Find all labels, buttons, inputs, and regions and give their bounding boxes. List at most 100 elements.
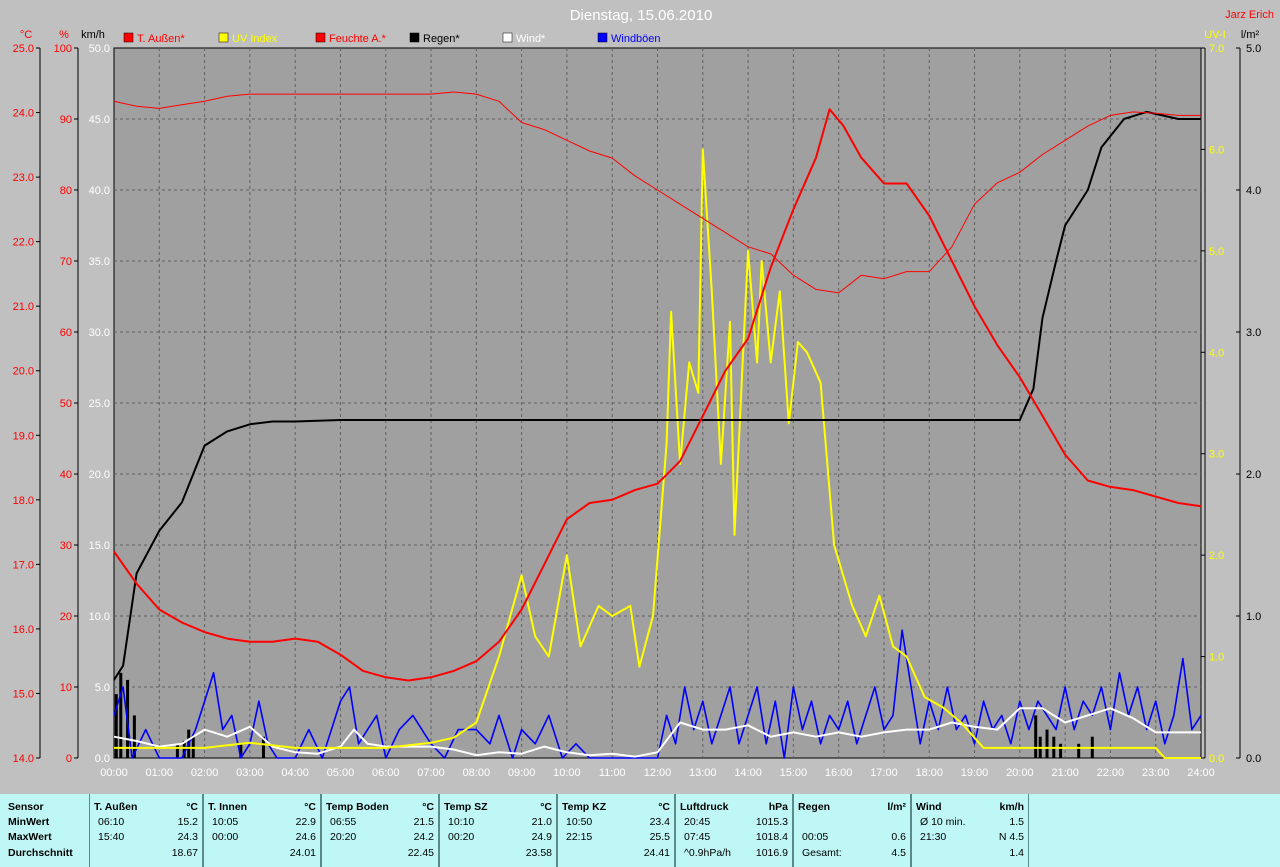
time-tick-label: 24:00 (1187, 767, 1215, 779)
stats-unit: l/m² (887, 801, 906, 813)
uv-axis-tick-label: 4.0 (1209, 347, 1224, 359)
legend-label-temp: T. Außen* (137, 33, 185, 45)
stats-max-time: 07:45 (684, 831, 711, 843)
temp-axis-tick-label: 14.0 (13, 753, 34, 765)
stats-label-sensor: Sensor (8, 801, 44, 813)
series-line-wind (113, 707, 1201, 758)
temp-axis-unit: °C (20, 29, 32, 41)
stats-group: T. Innen °C 10:05 22.9 00:00 24.6 24.01 (203, 794, 321, 867)
legend-label-uv: UV Index (232, 33, 278, 45)
time-tick-label: 01:00 (146, 767, 174, 779)
stats-avg-val: 23.58 (525, 847, 552, 859)
time-tick-label: 03:00 (236, 767, 264, 779)
time-tick-label: 02:00 (191, 767, 219, 779)
legend-swatch-rain (409, 32, 420, 43)
time-tick-label: 21:00 (1051, 767, 1079, 779)
temp-axis-tick-label: 21.0 (13, 301, 34, 313)
stats-max-time: 00:20 (448, 831, 475, 843)
rain-axis-tick-label: 1.0 (1246, 611, 1261, 623)
legend-label-wind: Wind* (516, 33, 546, 45)
stats-max-val: 0.6 (891, 831, 906, 843)
time-tick-label: 12:00 (644, 767, 672, 779)
stats-min-time: 10:50 (566, 816, 593, 828)
humidity-axis-tick-label: 30 (60, 540, 72, 552)
stats-name: T. Außen (94, 801, 138, 813)
rain-bar (1045, 729, 1049, 758)
wind-axis-unit: km/h (81, 29, 105, 41)
stats-label-avg: Durchschnitt (8, 847, 73, 859)
stats-min-time: 06:55 (330, 816, 357, 828)
stats-unit: km/h (999, 801, 1024, 813)
rain-bar (1077, 743, 1081, 758)
rain-bar (1059, 743, 1063, 758)
temp-axis-tick-label: 20.0 (13, 366, 34, 378)
stats-max-time: 00:00 (212, 831, 239, 843)
stats-name: Temp KZ (562, 801, 607, 813)
stats-group: Wind km/h Ø 10 min. 1.5 21:30 N 4.5 1.4 (911, 794, 1029, 867)
wind-axis-tick-label: 25.0 (89, 398, 110, 410)
legend-label-gust: Windböen (611, 33, 661, 45)
wind-axis-tick-label: 45.0 (89, 114, 110, 126)
stats-min-time: Ø 10 min. (920, 816, 966, 828)
wind-axis-tick-label: 50.0 (89, 43, 110, 55)
time-tick-label: 10:00 (553, 767, 581, 779)
temp-axis-tick-label: 24.0 (13, 108, 34, 120)
temp-axis-tick-label: 15.0 (13, 688, 34, 700)
stats-max-time: 21:30 (920, 831, 947, 843)
stats-name: Temp SZ (444, 801, 488, 813)
uv-axis-tick-label: 2.0 (1209, 550, 1224, 562)
stats-name: Temp Boden (326, 801, 389, 813)
humidity-axis-tick-label: 50 (60, 398, 72, 410)
temp-axis-tick-label: 16.0 (13, 624, 34, 636)
stats-avg-val: 1016.9 (755, 847, 788, 859)
rain-bar (239, 743, 243, 758)
humidity-axis-tick-label: 60 (60, 327, 72, 339)
time-tick-label: 17:00 (870, 767, 898, 779)
wind-axis-tick-label: 10.0 (89, 611, 110, 623)
chart-title: Dienstag, 15.06.2010 (570, 7, 713, 24)
humidity-axis-tick-label: 20 (60, 611, 72, 623)
wind-axis-tick-label: 40.0 (89, 185, 110, 197)
wind-axis-tick-label: 5.0 (95, 682, 110, 694)
stats-avg-val: 24.41 (643, 847, 670, 859)
stats-max-val: 24.2 (413, 831, 434, 843)
legend: T. Außen* UV Index Feuchte A.* Regen* Wind* W… (123, 32, 661, 45)
time-tick-label: 23:00 (1142, 767, 1170, 779)
weather-chart: Dienstag, 15.06.2010 Jarz Erich °C % km/… (13, 7, 1274, 779)
stats-avg-val: 24.01 (289, 847, 316, 859)
stats-min-time: 10:10 (448, 816, 475, 828)
wind-axis-tick-label: 0.0 (95, 753, 110, 765)
time-tick-label: 18:00 (915, 767, 943, 779)
time-tick-label: 11:00 (599, 767, 626, 779)
stats-avg-time: Gesamt: (802, 847, 842, 859)
legend-label-rain: Regen* (423, 33, 460, 45)
wind-axis-tick-label: 35.0 (89, 256, 110, 268)
wind-axis-tick-label: 15.0 (89, 540, 110, 552)
time-tick-label: 22:00 (1097, 767, 1125, 779)
stats-label-min: MinWert (8, 816, 50, 828)
uv-axis-tick-label: 7.0 (1209, 43, 1224, 55)
stats-min-time: 06:10 (98, 816, 125, 828)
stats-max-time: 15:40 (98, 831, 125, 843)
stats-min-val: 15.2 (177, 816, 198, 828)
stats-avg-val: 22.45 (407, 847, 434, 859)
stats-group: Regen l/m² 00:05 0.6 Gesamt: 4.5 (793, 794, 911, 867)
stats-group: Temp KZ °C 10:50 23.4 22:15 25.5 24.41 (557, 794, 675, 867)
rain-bar (132, 715, 136, 758)
stats-max-time: 00:05 (802, 831, 829, 843)
stats-min-time: 10:05 (212, 816, 239, 828)
time-tick-label: 00:00 (100, 767, 128, 779)
stats-group: Temp Boden °C 06:55 21.5 20:20 24.2 22.45 (321, 794, 439, 867)
stats-max-val: 24.6 (295, 831, 316, 843)
grid (114, 48, 1201, 758)
stats-name: Regen (798, 801, 831, 813)
uv-axis-unit: UV-I (1204, 29, 1225, 41)
time-tick-label: 08:00 (463, 767, 491, 779)
legend-swatch-temp (123, 32, 134, 43)
temp-axis-tick-label: 17.0 (13, 559, 34, 571)
rain-bar (182, 740, 186, 758)
stats-group: T. Außen °C 06:10 15.2 15:40 24.3 18.67 (89, 794, 203, 867)
stats-max-val: 24.9 (531, 831, 552, 843)
stats-name: Wind (916, 801, 942, 813)
stats-group: Luftdruck hPa 20:45 1015.3 07:45 1018.4 ^0.9hP… (675, 794, 793, 867)
